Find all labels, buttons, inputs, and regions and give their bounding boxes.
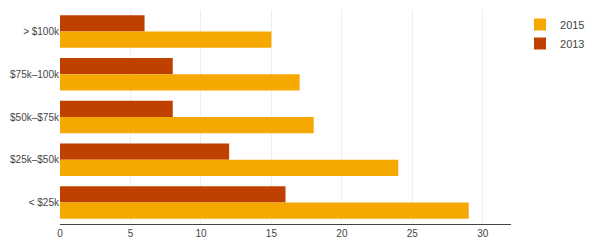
svg-text:> $100k: > $100k xyxy=(23,26,60,37)
svg-text:< $25k: < $25k xyxy=(29,197,60,208)
svg-text:15: 15 xyxy=(266,228,278,239)
svg-text:5: 5 xyxy=(128,228,134,239)
svg-text:2015: 2015 xyxy=(560,19,584,31)
svg-text:0: 0 xyxy=(57,228,63,239)
svg-text:$25k–$50k: $25k–$50k xyxy=(10,154,60,165)
svg-text:25: 25 xyxy=(407,228,419,239)
svg-text:$75k–100k: $75k–100k xyxy=(10,69,60,80)
svg-text:30: 30 xyxy=(477,228,489,239)
svg-text:$50k–$75k: $50k–$75k xyxy=(10,112,60,123)
svg-text:2013: 2013 xyxy=(560,38,584,50)
svg-text:20: 20 xyxy=(336,228,348,239)
svg-text:10: 10 xyxy=(195,228,207,239)
